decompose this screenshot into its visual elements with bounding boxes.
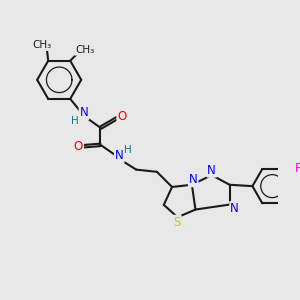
Text: N: N	[115, 149, 124, 162]
Text: O: O	[74, 140, 83, 153]
Text: F: F	[295, 162, 300, 175]
Text: CH₃: CH₃	[32, 40, 52, 50]
Text: N: N	[80, 106, 88, 119]
Text: H: H	[71, 116, 79, 126]
Text: H: H	[124, 145, 132, 154]
Text: N: N	[207, 164, 216, 177]
Text: CH₃: CH₃	[75, 45, 94, 55]
Text: S: S	[173, 216, 181, 229]
Text: O: O	[117, 110, 127, 123]
Text: N: N	[230, 202, 239, 215]
Text: N: N	[189, 173, 198, 186]
